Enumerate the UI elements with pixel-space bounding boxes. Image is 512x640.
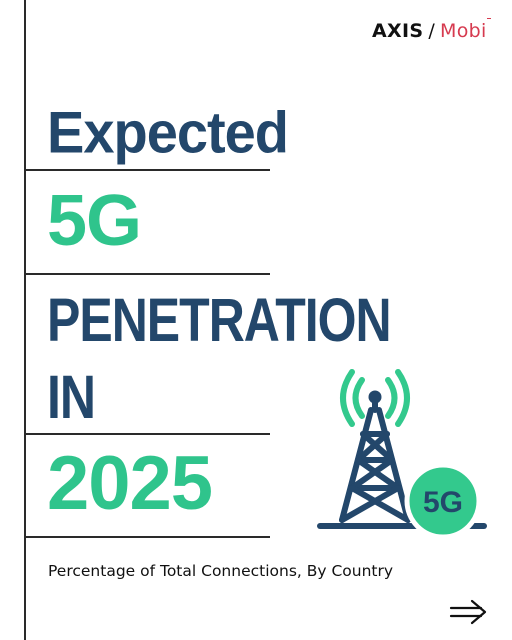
divider-4 xyxy=(24,536,270,538)
headline-line-3: PENETRATION xyxy=(47,286,392,355)
next-button[interactable] xyxy=(448,598,488,626)
headline-line-2: 5G xyxy=(47,181,142,261)
brand-logo: AXIS / Mobi xyxy=(372,18,491,42)
5g-badge-label: 5G xyxy=(423,486,463,519)
divider-1 xyxy=(24,169,270,171)
5g-badge: 5G xyxy=(404,462,482,540)
brand-mark xyxy=(486,18,491,19)
subtitle: Percentage of Total Connections, By Coun… xyxy=(48,562,394,580)
brand-name-accent: Mobi xyxy=(440,20,487,42)
divider-2 xyxy=(24,273,270,275)
signal-waves-icon xyxy=(340,369,410,427)
headline-line-5: 2025 xyxy=(47,441,213,526)
cell-tower-icon xyxy=(317,369,487,529)
divider-3 xyxy=(24,433,270,435)
headline-line-4: IN xyxy=(47,363,96,432)
left-border-line xyxy=(24,0,26,640)
brand-name-bold: AXIS xyxy=(372,20,424,42)
arrow-right-icon xyxy=(449,599,487,625)
brand-separator: / xyxy=(428,20,436,42)
headline-line-1: Expected xyxy=(47,98,289,165)
